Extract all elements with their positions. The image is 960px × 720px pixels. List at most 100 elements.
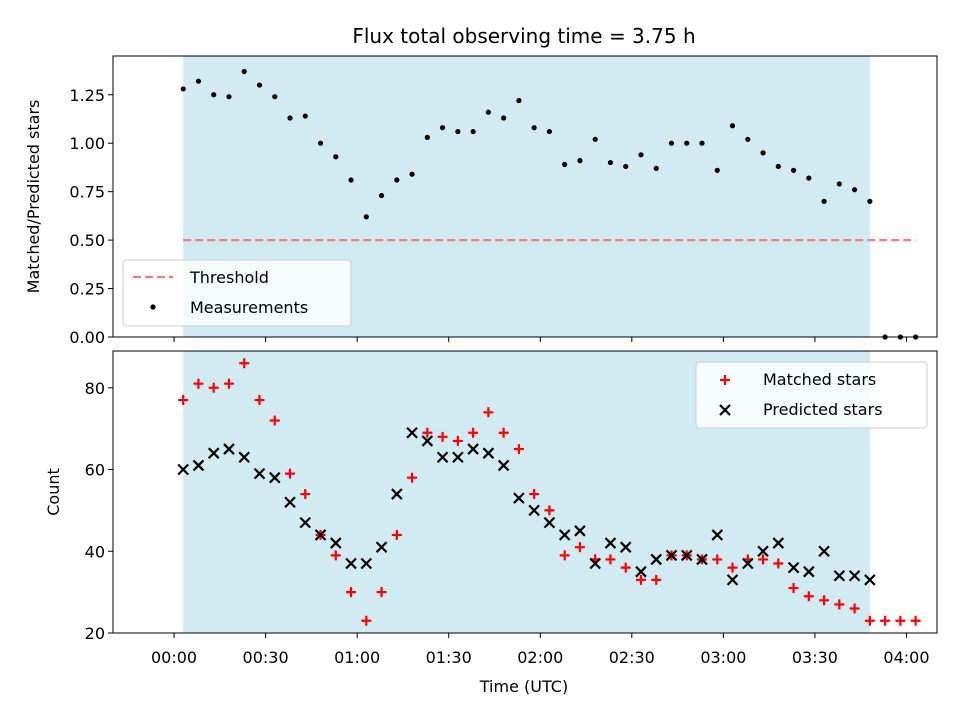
data-point <box>178 395 189 406</box>
data-point <box>223 378 234 389</box>
data-point <box>272 94 278 100</box>
x-tick-label: 01:00 <box>334 648 380 667</box>
data-point <box>638 152 644 158</box>
chart-title: Flux total observing time = 3.75 h <box>352 24 695 48</box>
x-axis-title: Time (UTC) <box>479 677 568 696</box>
data-point <box>485 109 491 115</box>
data-point <box>300 489 311 500</box>
data-point <box>852 187 858 193</box>
data-point <box>665 549 678 562</box>
data-point <box>790 167 797 173</box>
data-point <box>497 459 510 472</box>
data-point <box>256 82 263 88</box>
data-point <box>407 472 418 483</box>
legend-predicted-swatch <box>719 404 731 416</box>
data-point <box>394 177 400 183</box>
data-point <box>559 550 570 561</box>
data-point <box>910 615 921 626</box>
data-point <box>803 591 814 602</box>
data-point <box>745 136 751 142</box>
x-tick-label: 03:00 <box>700 648 746 667</box>
data-point <box>558 529 571 541</box>
data-point <box>605 554 616 565</box>
legend-label: Measurements <box>190 298 308 317</box>
x-tick-label: 00:00 <box>151 648 197 667</box>
data-point <box>406 426 418 439</box>
data-point <box>607 159 614 166</box>
data-point <box>680 549 693 562</box>
plot-frame <box>112 55 938 338</box>
data-point <box>836 181 842 187</box>
x-tick-label: 00:30 <box>243 648 289 667</box>
legend-matched-swatch <box>720 375 730 385</box>
data-point <box>635 574 646 585</box>
top-panel: 0.00 0.25 0.50 0.75 1.00 1.25 Matched/Predicte… <box>24 55 938 347</box>
data-point <box>470 128 476 135</box>
data-point <box>711 529 724 541</box>
data-point <box>391 529 402 540</box>
data-point <box>546 128 553 135</box>
data-point <box>849 603 860 614</box>
data-point <box>299 516 312 529</box>
data-point <box>727 562 738 573</box>
data-point <box>192 459 205 472</box>
data-point <box>684 140 690 146</box>
data-point <box>498 427 509 438</box>
data-point <box>758 554 769 565</box>
data-point <box>592 136 598 142</box>
y-tick-label: 60 <box>85 461 105 480</box>
data-point <box>348 177 354 183</box>
data-point <box>620 562 631 573</box>
y-axis-title: Count <box>44 468 63 516</box>
data-point <box>409 171 415 177</box>
data-point <box>287 115 293 121</box>
data-point <box>773 558 784 569</box>
x-tick-label: 01:30 <box>426 648 472 667</box>
data-point <box>806 175 812 181</box>
data-point <box>848 570 861 582</box>
data-point <box>543 516 556 529</box>
y-tick-label: 0.00 <box>69 328 105 347</box>
y-axis-title: Matched/Predicted stars <box>24 100 43 294</box>
data-point <box>544 505 555 516</box>
data-point <box>483 407 494 418</box>
data-point <box>864 574 876 586</box>
data-point <box>742 557 754 570</box>
data-point <box>757 545 769 558</box>
data-point <box>195 78 202 84</box>
data-point <box>516 97 522 104</box>
data-point <box>604 537 617 549</box>
y-tick-label: 0.25 <box>69 280 105 299</box>
legend: Matched stars Predicted stars <box>695 361 928 429</box>
data-point <box>440 125 446 131</box>
data-point <box>574 542 585 553</box>
data-point <box>819 595 830 606</box>
data-point <box>285 468 296 479</box>
data-point <box>714 167 720 173</box>
data-point <box>360 557 373 570</box>
data-point <box>223 443 235 455</box>
data-point <box>772 537 785 549</box>
data-point <box>623 163 629 170</box>
data-point <box>284 496 296 508</box>
data-point <box>314 529 327 541</box>
data-point <box>211 92 217 98</box>
data-point <box>833 570 846 582</box>
plot-frame <box>112 350 938 634</box>
data-point <box>712 554 723 565</box>
data-point <box>376 587 387 598</box>
bottom-panel: 20 40 60 80 00:00 00:30 01:00 01:30 02:00 02:30 03… <box>44 350 938 667</box>
data-point <box>226 94 232 100</box>
data-point <box>696 553 708 566</box>
data-point <box>818 545 830 558</box>
data-point <box>361 615 372 626</box>
data-point <box>635 565 647 578</box>
data-point <box>437 431 448 442</box>
x-tick-label: 03:30 <box>792 648 838 667</box>
series-measurements <box>180 68 919 340</box>
legend-box <box>695 361 928 429</box>
y-tick-label: 0.50 <box>69 231 105 250</box>
data-point <box>421 435 434 447</box>
data-point <box>651 574 662 585</box>
data-point <box>834 599 845 610</box>
